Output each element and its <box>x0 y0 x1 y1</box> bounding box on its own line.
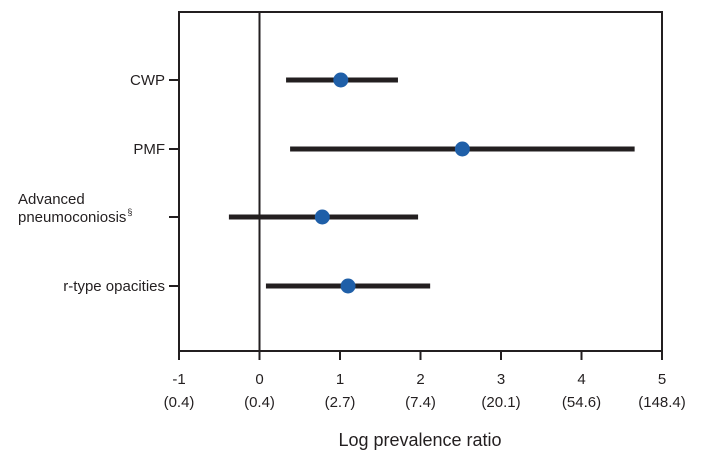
plot-frame <box>178 11 663 352</box>
category-label: r-type opacities <box>63 278 165 295</box>
category-label: pneumoconiosis <box>18 209 126 226</box>
point-estimate-marker <box>333 72 349 88</box>
x-tick-label: 1 <box>336 371 344 388</box>
category-label: Advanced <box>18 191 85 208</box>
x-tick-sublabel: (2.7) <box>325 394 356 411</box>
category-label: PMF <box>133 141 165 158</box>
x-tick-sublabel: (0.4) <box>164 394 195 411</box>
x-tick-sublabel: (148.4) <box>638 394 686 411</box>
category-label-superscript: § <box>127 207 132 217</box>
point-estimate-marker <box>314 209 330 225</box>
x-tick-label: 4 <box>577 371 585 388</box>
x-tick-label: 2 <box>416 371 424 388</box>
x-tick-sublabel: (20.1) <box>481 394 520 411</box>
x-tick-label: -1 <box>172 371 185 388</box>
x-tick-label: 3 <box>497 371 505 388</box>
point-estimate-marker <box>340 278 356 294</box>
x-tick-label: 0 <box>255 371 263 388</box>
x-tick-label: 5 <box>658 371 666 388</box>
x-axis-title: Log prevalence ratio <box>338 430 501 450</box>
x-tick-sublabel: (0.4) <box>244 394 275 411</box>
x-tick-sublabel: (54.6) <box>562 394 601 411</box>
point-estimate-marker <box>454 141 470 157</box>
x-tick-sublabel: (7.4) <box>405 394 436 411</box>
category-label: CWP <box>130 72 165 89</box>
